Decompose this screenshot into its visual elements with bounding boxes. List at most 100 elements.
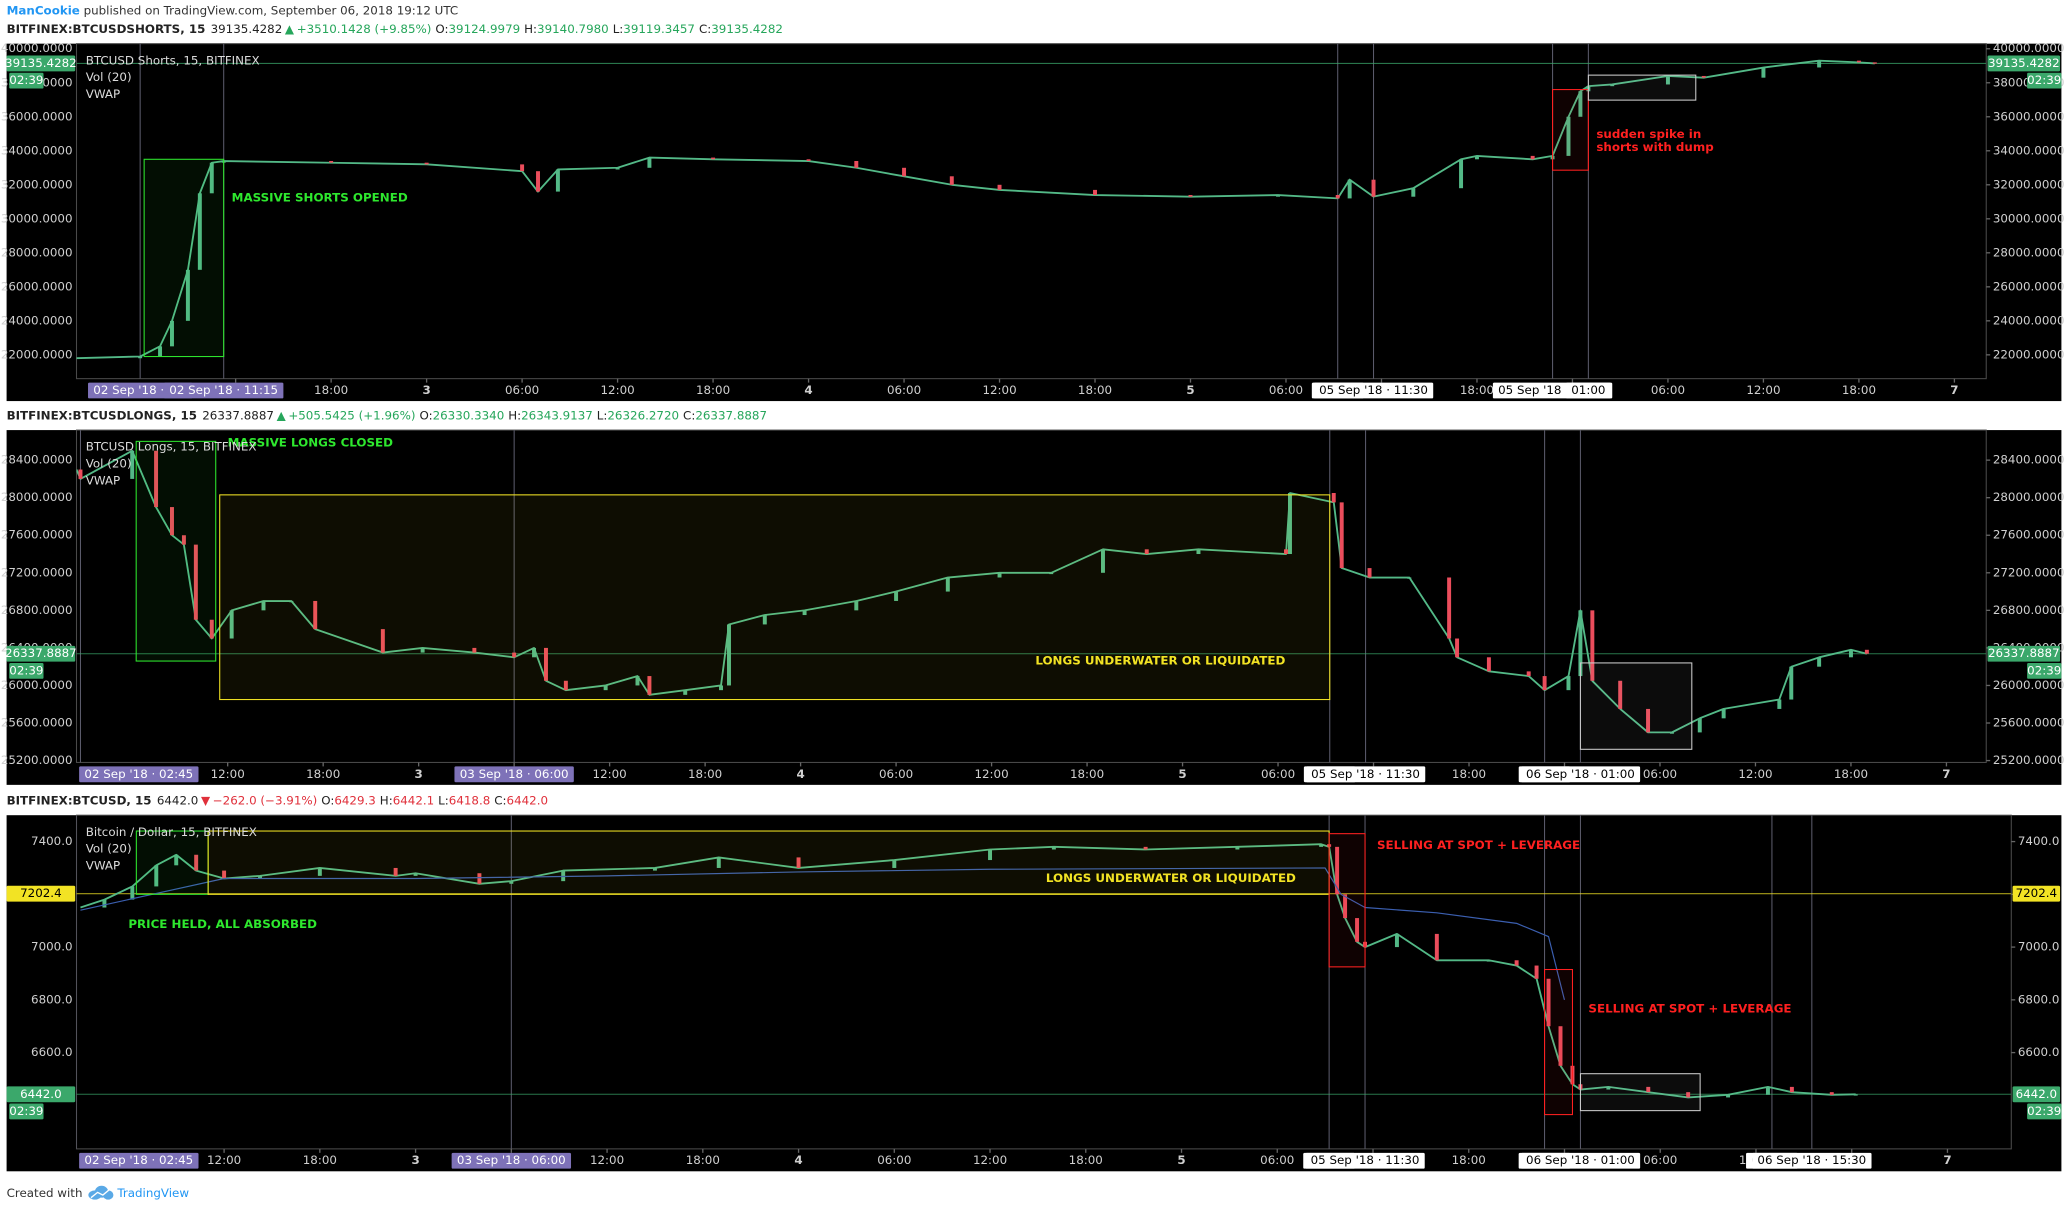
candle (1319, 844, 1324, 847)
change-arrow: ▼ (201, 793, 211, 807)
legend-entry: Vol (20) (86, 457, 132, 471)
x-tick-label: 7 (1942, 767, 1950, 781)
candle (1761, 67, 1766, 78)
candle (1347, 179, 1352, 199)
y-tick-label: 27600.0000 (1993, 528, 2065, 542)
y-tick-label: 40000.0000 (1, 41, 73, 55)
y-tick-label: 27200.0000 (1993, 565, 2065, 579)
candle (988, 849, 993, 861)
candle (317, 867, 322, 876)
chart-panel: 22000.0000 22000.0000 24000.0000 24000.0000… (1, 41, 2065, 402)
candle (1610, 84, 1615, 87)
candle (1447, 577, 1452, 639)
candle (1848, 649, 1853, 658)
ohlc-key: L: (613, 22, 624, 36)
logo-line (90, 1187, 112, 1199)
candle (1407, 577, 1412, 579)
ohlc-value: 6442.0 (507, 793, 548, 807)
x-tick-label: 12:00 (1746, 383, 1780, 397)
y-tick-label: 22000.0000 (1993, 347, 2065, 361)
ohlc-value: 39140.7980 (537, 22, 609, 36)
y-tick-label: 28400.0000 (1, 453, 73, 467)
time-badge-bg (1313, 382, 1434, 399)
candle (520, 164, 525, 172)
candle (261, 600, 266, 611)
price-badge-text: 39135.4282 (1988, 56, 2060, 70)
annotation-box (1587, 74, 1697, 101)
symbol-info: BITFINEX:BTCUSD, 15 6442.0 ▼ −262.0 (−3.91%… (7, 793, 548, 807)
series-line (80, 867, 1566, 1000)
x-tick-label: 12:00 (211, 767, 245, 781)
tradingview-logo[interactable] (88, 1185, 114, 1200)
y-tick-label: 26000.0000 (1, 678, 73, 692)
chart-panel: 25200.0000 25200.0000 25600.0000 25600.0000… (1, 429, 2065, 785)
legend-entry: VWAP (86, 87, 120, 101)
time-badge-text: 05 Sep '18 · 11:30 (1311, 1153, 1420, 1167)
price-badge-text: 26337.8887 (1988, 646, 2060, 660)
candle (170, 507, 174, 536)
x-tick-label: 5 (1186, 383, 1194, 397)
y-tick-label: 26800.0000 (1993, 603, 2065, 617)
price-badge-text: 39135.4282 (5, 56, 77, 70)
candle (1697, 718, 1702, 733)
countdown-badge: 02:39 (2027, 662, 2062, 679)
legend-entry: Bitcoin / Dollar, 15, BITFINEX (86, 825, 257, 839)
last-price: 39135.4282 (211, 22, 283, 36)
price-badge: 26337.8887 (5, 645, 77, 662)
legend-entry: BTCUSD Shorts, 15, BITFINEX (86, 53, 260, 67)
candle (424, 162, 429, 165)
symbol-info: BITFINEX:BTCUSDLONGS, 15 26337.8887 ▲ +505.… (7, 408, 767, 422)
author[interactable]: ManCookie (7, 3, 80, 17)
countdown-badge-bg (9, 662, 44, 679)
last-price: 6442.0 (157, 793, 199, 807)
ohlc-value: 26337.8887 (695, 408, 767, 422)
candle (1343, 894, 1348, 919)
time-badge: 06 Sep '18 · 01:00 (1520, 1152, 1641, 1169)
legend-entry: Vol (20) (86, 70, 132, 84)
price-badge: 7202.4 (6, 885, 76, 902)
candle (1455, 638, 1460, 658)
time-badge: 06 Sep '18 · 01:00 (1520, 766, 1641, 783)
footer-brand[interactable]: TradingView (116, 1186, 189, 1200)
x-tick-label: 06:00 (1261, 767, 1295, 781)
price-badge-text: 6442.0 (20, 1087, 61, 1101)
price-badge: 39135.4282 (1987, 55, 2061, 72)
x-tick-label: 12:00 (973, 1153, 1007, 1167)
candle (1829, 1092, 1834, 1095)
candle (1534, 965, 1539, 979)
candle (193, 544, 198, 620)
price-badge: 6442.0 (2012, 1086, 2061, 1103)
candle (1864, 649, 1869, 654)
price-badge-text: 7202.4 (20, 886, 61, 900)
annotation-text: LONGS UNDERWATER OR LIQUIDATED (1046, 871, 1296, 885)
y-tick-label: 28000.0000 (1, 245, 73, 259)
candle (1331, 492, 1336, 503)
candle (258, 875, 262, 879)
annotation-box (1579, 662, 1693, 750)
symbol-info: BITFINEX:BTCUSDSHORTS, 15 39135.4282 ▲ +351… (7, 22, 783, 36)
plot-area (76, 43, 1987, 379)
y-tick-label: 32000.0000 (1993, 177, 2065, 191)
x-tick-label: 18:00 (303, 1153, 337, 1167)
symbol: BITFINEX:BTCUSDSHORTS, 15 (7, 22, 206, 36)
change-arrow: ▲ (285, 22, 295, 36)
time-badge-bg (454, 766, 574, 783)
panel-background (6, 815, 2062, 1172)
time-badge: 05 Sep '18 · 11:30 (1305, 766, 1426, 783)
y-tick-label: 30000.0000 (1993, 211, 2065, 225)
time-badge-bg (79, 766, 199, 783)
x-tick-label: 06:00 (879, 767, 913, 781)
time-badge-text: 02 Sep '18 · 06: (93, 383, 187, 397)
ohlc-value: 26326.2720 (607, 408, 679, 422)
countdown-badge-text: 02:39 (9, 663, 43, 677)
candle (536, 171, 540, 192)
candle (1514, 960, 1519, 966)
candle (1284, 549, 1288, 555)
time-badge-bg (1565, 382, 1611, 399)
y-tick-label: 28400.0000 (1993, 453, 2065, 467)
candle (420, 647, 425, 653)
x-tick-label: 3 (411, 1153, 419, 1167)
price-badge: 39135.4282 (5, 55, 77, 72)
series-line (76, 59, 1875, 360)
